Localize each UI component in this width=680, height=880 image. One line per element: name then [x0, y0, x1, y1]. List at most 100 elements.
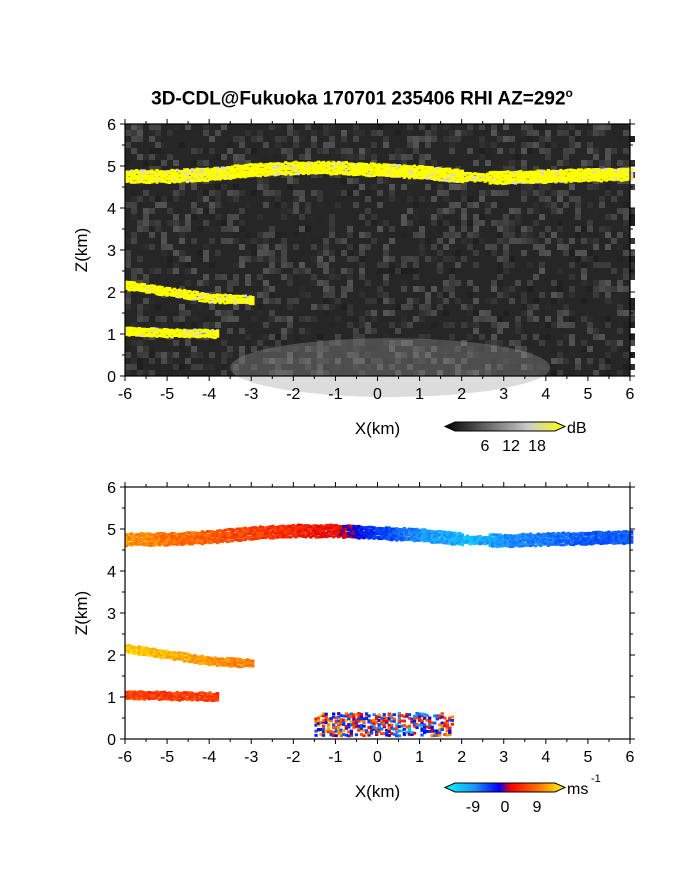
noise-cell — [533, 130, 539, 136]
echo-cell — [367, 536, 371, 540]
noise-cell — [233, 232, 239, 238]
noise-cell — [305, 148, 311, 154]
noise-cell — [305, 208, 311, 214]
echo-cell — [198, 535, 202, 539]
noise-cell — [527, 130, 533, 136]
echo-cell — [405, 532, 409, 536]
noise-cell — [263, 250, 269, 256]
echo-cell — [395, 530, 399, 533]
echo-cell — [327, 528, 331, 531]
echo-cell — [380, 732, 384, 736]
echo-cell — [364, 712, 369, 716]
noise-cell — [413, 370, 419, 376]
noise-cell — [269, 298, 275, 304]
echo-cell — [587, 537, 591, 541]
echo-cell — [582, 171, 586, 175]
echo-cell — [362, 534, 366, 537]
echo-cell — [228, 169, 232, 173]
echo-cell — [400, 532, 404, 536]
echo-cell — [132, 695, 136, 698]
echo-cell — [263, 168, 268, 172]
noise-cell — [275, 334, 281, 340]
echo-cell — [160, 285, 164, 289]
noise-cell — [563, 202, 569, 208]
echo-cell — [173, 693, 177, 697]
noise-cell — [341, 238, 347, 244]
echo-cell — [334, 728, 338, 731]
noise-cell — [239, 262, 245, 268]
echo-cell — [619, 531, 624, 534]
echo-cell — [135, 285, 139, 288]
echo-cell — [150, 334, 154, 338]
echo-cell — [236, 301, 240, 304]
echo-cell — [627, 538, 631, 542]
echo-cell — [279, 170, 283, 174]
echo-cell — [334, 532, 338, 536]
noise-cell — [509, 364, 515, 370]
echo-cell — [218, 532, 222, 536]
noise-cell — [569, 340, 575, 346]
noise-cell — [137, 274, 143, 280]
noise-cell — [593, 262, 599, 268]
echo-cell — [198, 167, 202, 171]
echo-cell — [178, 328, 182, 332]
echo-cell — [251, 534, 255, 538]
echo-cell — [152, 537, 157, 541]
echo-cell — [627, 541, 631, 545]
noise-cell — [467, 352, 473, 358]
echo-cell — [387, 730, 391, 733]
echo-cell — [501, 536, 505, 540]
echo-cell — [410, 534, 414, 538]
noise-cell — [479, 310, 485, 316]
echo-cell — [137, 541, 141, 545]
echo-cell — [198, 531, 202, 535]
noise-cell — [479, 220, 485, 226]
echo-cell — [582, 542, 586, 546]
echo-cell — [402, 534, 406, 538]
noise-cell — [377, 364, 383, 370]
echo-cell — [579, 531, 583, 535]
echo-cell — [470, 541, 475, 545]
noise-cell — [335, 298, 341, 304]
noise-cell — [149, 166, 155, 172]
echo-cell — [127, 172, 131, 175]
echo-cell — [460, 543, 465, 547]
echo-cell — [251, 529, 255, 533]
echo-cell — [178, 542, 182, 546]
echo-cell — [478, 177, 482, 181]
echo-cell — [125, 329, 129, 332]
echo-cell — [147, 695, 151, 699]
echo-cell — [352, 717, 356, 721]
noise-cell — [539, 244, 545, 250]
noise-cell — [539, 190, 545, 196]
echo-cell — [180, 177, 184, 181]
echo-cell — [231, 536, 235, 539]
noise-cell — [455, 370, 461, 376]
echo-cell — [599, 531, 603, 534]
echo-cell — [395, 534, 399, 537]
echo-cell — [195, 335, 199, 339]
echo-cell — [498, 538, 502, 541]
noise-cell — [377, 280, 383, 286]
noise-cell — [623, 220, 629, 226]
noise-cell — [275, 370, 281, 376]
echo-cell — [463, 173, 467, 177]
echo-cell — [597, 176, 601, 180]
echo-cell — [281, 162, 285, 166]
echo-cell — [577, 541, 581, 545]
echo-cell — [364, 730, 369, 734]
echo-cell — [508, 534, 513, 538]
noise-cell — [293, 178, 299, 184]
noise-cell — [143, 154, 149, 160]
noise-cell — [137, 340, 143, 346]
echo-cell — [130, 649, 134, 653]
noise-cell — [473, 226, 479, 232]
noise-cell — [533, 202, 539, 208]
echo-cell — [481, 177, 485, 181]
echo-cell — [162, 697, 167, 701]
echo-cell — [183, 296, 187, 300]
echo-cell — [612, 530, 616, 534]
noise-cell — [371, 346, 377, 352]
noise-cell — [149, 148, 155, 154]
echo-cell — [594, 536, 598, 539]
